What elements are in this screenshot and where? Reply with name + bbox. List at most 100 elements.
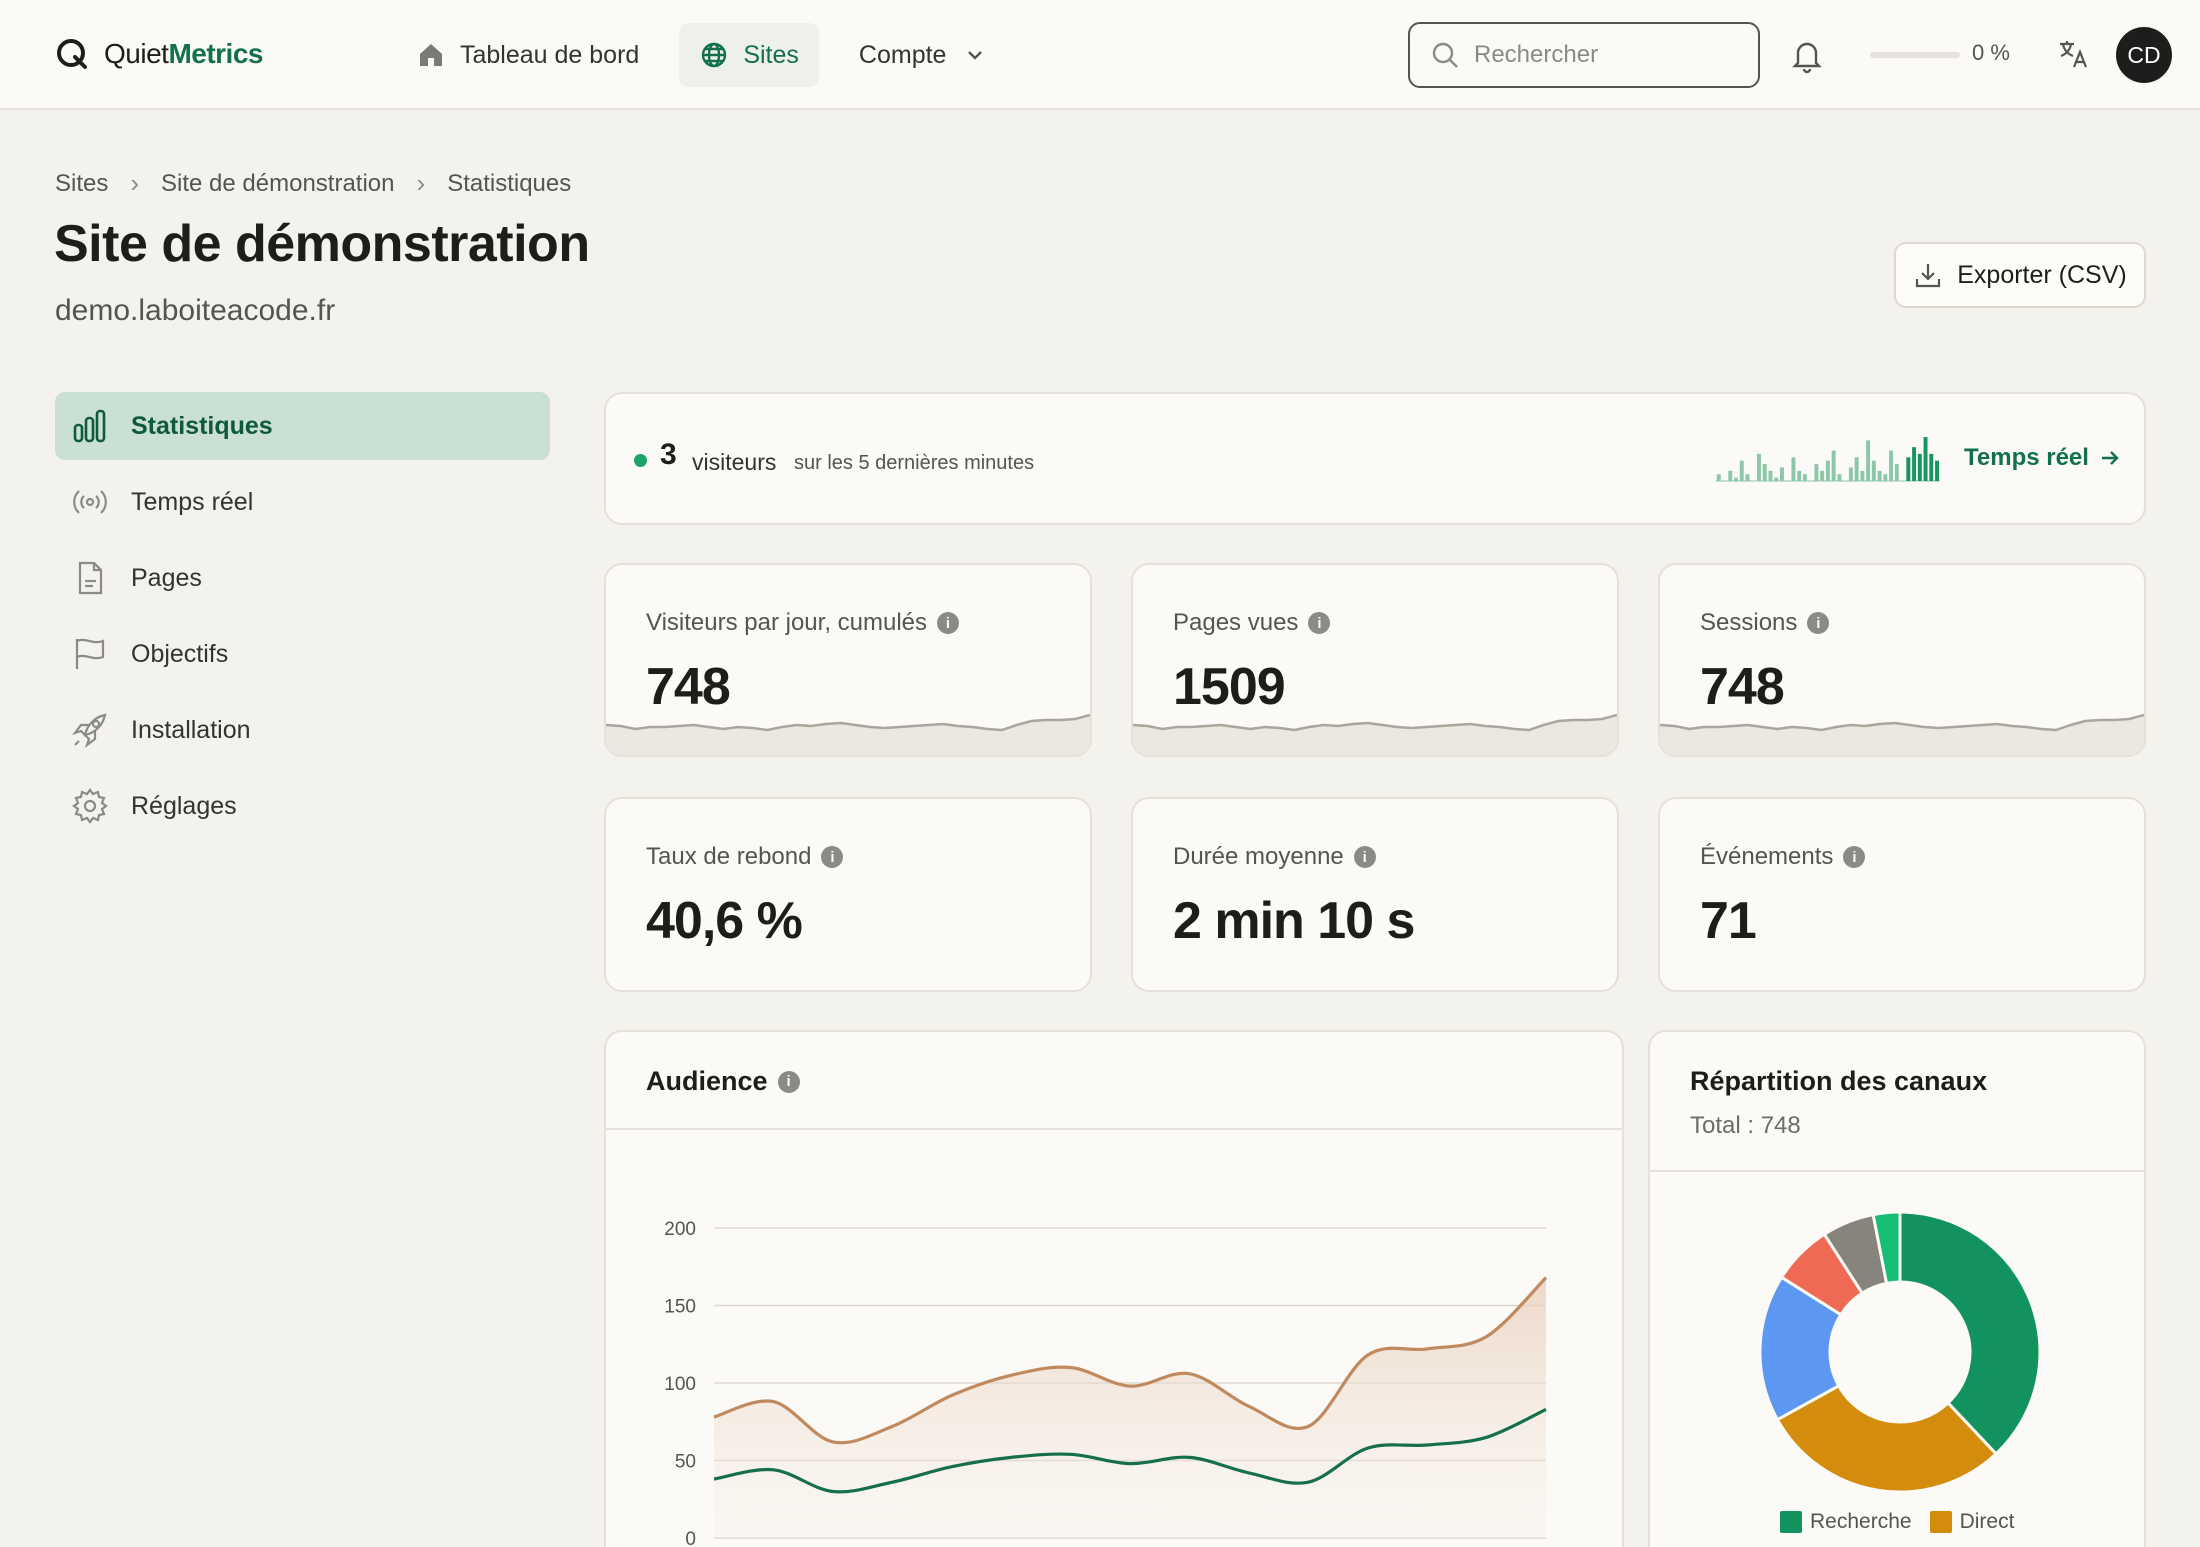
live-bar	[1728, 470, 1733, 481]
stat-card-bounce-rate[interactable]: Taux de rebond i 40,6 %	[604, 797, 1092, 992]
globe-icon	[702, 42, 727, 68]
series-line-1[interactable]	[713, 1407, 1547, 1494]
sidebar-item-installation[interactable]: Installation	[55, 696, 550, 764]
breadcrumb-item-current: Statistiques	[447, 169, 572, 197]
live-bar	[1871, 460, 1876, 481]
search-input[interactable]	[1474, 41, 1734, 69]
stat-card-avg-duration[interactable]: Durée moyenne i 2 min 10 s	[1131, 797, 1619, 992]
stat-card-events[interactable]: Événements i 71	[1658, 797, 2146, 992]
sidebar: Statistiques Temps réel Pages Objectifs …	[55, 392, 550, 848]
nav-item-account[interactable]: Compte	[839, 23, 1011, 87]
live-bar	[1820, 470, 1825, 481]
info-icon[interactable]: i	[821, 846, 844, 868]
live-visitor-period: sur les 5 dernières minutes	[794, 452, 1035, 474]
live-bar	[1762, 464, 1767, 481]
nav-item-label: Sites	[743, 40, 799, 69]
live-bar	[1716, 474, 1721, 481]
info-icon[interactable]: i	[1353, 846, 1376, 868]
live-bar	[1860, 470, 1865, 481]
broadcast-icon	[73, 490, 107, 514]
legend-label: Direct	[1959, 1510, 2015, 1533]
translate-icon[interactable]	[2056, 36, 2092, 72]
live-bar	[1745, 474, 1750, 481]
sparkline-line	[1660, 713, 2144, 732]
live-visitor-label: visiteurs	[692, 449, 777, 475]
bell-icon[interactable]	[1788, 36, 1826, 74]
channels-donut-chart[interactable]	[1758, 1210, 2042, 1494]
sidebar-item-label: Temps réel	[131, 487, 254, 516]
breadcrumb-item[interactable]: Site de démonstration	[161, 169, 395, 197]
live-bar	[1837, 474, 1842, 481]
sidebar-item-goals[interactable]: Objectifs	[55, 620, 550, 688]
info-icon[interactable]: i	[1308, 612, 1331, 634]
stat-sparkline	[1133, 713, 1617, 755]
channels-legend: Recherche Direct	[1780, 1510, 2014, 1534]
stat-label: Événements i	[1700, 843, 1866, 871]
live-bar	[1825, 460, 1830, 481]
stat-value: 71	[1700, 892, 1757, 950]
info-icon[interactable]: i	[937, 612, 960, 634]
realtime-link[interactable]: Temps réel	[1964, 444, 2121, 472]
info-icon[interactable]: i	[1807, 612, 1830, 634]
info-icon[interactable]: i	[1843, 846, 1866, 868]
export-csv-button[interactable]: Exporter (CSV)	[1894, 242, 2146, 308]
sparkline-line	[1133, 713, 1617, 732]
sidebar-item-settings[interactable]: Réglages	[55, 772, 550, 840]
search-box[interactable]	[1408, 22, 1760, 88]
live-bar	[1831, 450, 1836, 481]
live-activity-bars	[1716, 437, 1940, 482]
donut-slice-1[interactable]	[1775, 1383, 1999, 1494]
audience-line-chart[interactable]: 05010015020020/0822/0824/0826/0828/0830/…	[606, 1132, 1624, 1547]
live-bar	[1802, 474, 1807, 481]
stat-card-pageviews[interactable]: Pages vues i 1509	[1131, 563, 1619, 757]
donut-slice-5[interactable]	[1871, 1210, 1902, 1286]
donut-slice-0[interactable]	[1898, 1210, 2042, 1456]
live-bar	[1814, 464, 1819, 481]
stat-sparkline	[1660, 713, 2144, 755]
brand-logo[interactable]: QuietMetrics	[54, 36, 263, 72]
legend-swatch	[1929, 1511, 1952, 1533]
search-icon	[1432, 42, 1458, 68]
live-bar	[1774, 477, 1779, 481]
sidebar-item-statistics[interactable]: Statistiques	[55, 392, 550, 460]
sidebar-item-label: Pages	[131, 563, 202, 592]
sidebar-item-realtime[interactable]: Temps réel	[55, 468, 550, 536]
live-visitors-card: 3 visiteurs sur les 5 dernières minutes …	[604, 392, 2146, 525]
live-bar	[1912, 447, 1917, 481]
nav-item-label: Tableau de bord	[460, 40, 640, 69]
live-bar	[1894, 464, 1899, 481]
breadcrumb: Sites › Site de démonstration › Statisti…	[55, 168, 571, 199]
live-bar	[1877, 470, 1882, 481]
live-bar	[1889, 450, 1894, 481]
chevron-down-icon	[968, 51, 983, 60]
nav-item-dashboard[interactable]: Tableau de bord	[396, 23, 659, 87]
live-bar	[1848, 467, 1853, 481]
breadcrumb-item[interactable]: Sites	[55, 169, 109, 197]
user-avatar[interactable]: CD	[2116, 27, 2172, 83]
legend-item-direct[interactable]: Direct	[1929, 1510, 2015, 1534]
home-icon	[420, 44, 442, 66]
main-nav: Tableau de bord Sites Compte	[396, 23, 1010, 87]
stat-label: Sessions i	[1700, 609, 1830, 637]
donut-slice-2[interactable]	[1758, 1275, 1843, 1422]
info-icon[interactable]: i	[777, 1070, 800, 1093]
stat-card-visitors[interactable]: Visiteurs par jour, cumulés i 748	[604, 563, 1092, 757]
channels-title: Répartition des canaux	[1690, 1066, 1988, 1096]
legend-swatch	[1780, 1511, 1802, 1533]
nav-item-sites[interactable]: Sites	[679, 23, 819, 87]
stat-label: Visiteurs par jour, cumulés i	[646, 609, 960, 637]
live-bar	[1739, 460, 1744, 481]
stat-label: Pages vues i	[1173, 609, 1331, 637]
channels-header: Répartition des canaux Total : 748	[1650, 1032, 2144, 1172]
sparkline-area	[1660, 715, 2144, 755]
legend-item-search[interactable]: Recherche	[1780, 1510, 1912, 1534]
audience-title: Audience i	[646, 1066, 800, 1097]
sidebar-item-label: Réglages	[131, 791, 237, 820]
live-bar	[1883, 474, 1888, 481]
live-bar	[1797, 470, 1802, 481]
sidebar-item-pages[interactable]: Pages	[55, 544, 550, 612]
logo-icon	[57, 39, 87, 69]
stat-card-sessions[interactable]: Sessions i 748	[1658, 563, 2146, 757]
series-line-0[interactable]	[713, 1276, 1548, 1445]
